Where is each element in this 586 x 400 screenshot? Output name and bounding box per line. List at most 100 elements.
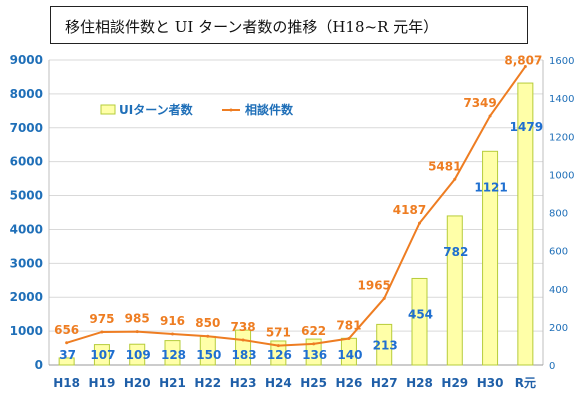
line-data-label: 7349 xyxy=(463,96,496,110)
left-tick-label: 3000 xyxy=(10,256,43,270)
x-tick-label: H25 xyxy=(300,376,327,390)
line-point xyxy=(453,177,457,181)
right-tick-label: 1200 xyxy=(549,132,574,143)
x-tick-label: H22 xyxy=(194,376,221,390)
right-tick-label: 600 xyxy=(549,247,568,258)
left-tick-label: 5000 xyxy=(10,189,43,203)
bar xyxy=(517,82,534,366)
data-labels: 656 975 985 916 850 738 571 622 781 1965 4187 5481 7… xyxy=(54,54,543,362)
right-tick-label: 800 xyxy=(549,209,568,220)
legend-bar-swatch xyxy=(100,104,116,115)
line-data-label: 571 xyxy=(266,326,291,340)
line-point xyxy=(65,341,69,345)
x-tick-label: H18 xyxy=(53,376,80,390)
left-tick-label: 2000 xyxy=(10,290,43,304)
bar-data-label: 150 xyxy=(196,348,221,362)
line-point xyxy=(241,338,245,342)
line-point xyxy=(347,337,351,341)
bar-data-label: 136 xyxy=(302,348,327,362)
x-tick-label: H24 xyxy=(265,376,292,390)
bar xyxy=(164,340,181,366)
right-tick-label: 1600 xyxy=(549,56,574,67)
x-axis-ticks: H18 H19 H20 H21 H22 H23 H24 H25 H26 H27 H28 H29 H30 R… xyxy=(53,376,536,390)
left-tick-label: 9000 xyxy=(10,53,43,67)
bar-data-label: 107 xyxy=(90,348,115,362)
line-data-label: 916 xyxy=(160,314,185,328)
line-point xyxy=(171,332,174,336)
x-tick-label: H21 xyxy=(159,376,186,390)
chart-title-box: 移住相談件数と UI ターン者数の推移（H18~R 元年） xyxy=(50,6,528,44)
bar xyxy=(411,277,428,366)
bar-data-label: 109 xyxy=(126,348,151,362)
bar xyxy=(446,215,463,366)
line-data-label: 850 xyxy=(195,316,220,330)
bar-data-label: 37 xyxy=(59,348,76,362)
bar xyxy=(270,340,287,366)
bar-data-label: 1479 xyxy=(510,120,543,134)
bar xyxy=(58,357,75,366)
line-data-label: 622 xyxy=(301,324,326,338)
line-point xyxy=(382,296,386,300)
line-data-label: 4187 xyxy=(393,203,426,217)
legend-line-label: 相談件数 xyxy=(245,102,294,117)
line-data-label: 781 xyxy=(336,319,361,333)
chart-title: 移住相談件数と UI ターン者数の推移（H18~R 元年） xyxy=(65,18,439,36)
bar xyxy=(482,150,499,366)
line-point xyxy=(523,65,527,69)
left-tick-label: 8000 xyxy=(10,87,43,101)
line-data-label: 975 xyxy=(89,312,114,326)
bar-data-label: 128 xyxy=(161,348,186,362)
line-point xyxy=(418,221,421,225)
bar-data-label: 782 xyxy=(443,245,468,259)
x-tick-label: H28 xyxy=(406,376,433,390)
right-tick-label: 200 xyxy=(549,323,568,334)
bar-data-label: 126 xyxy=(267,348,292,362)
left-tick-label: 6000 xyxy=(10,155,43,169)
x-tick-label: H23 xyxy=(230,376,257,390)
line-data-label: 738 xyxy=(231,320,256,334)
x-tick-label: H30 xyxy=(477,376,504,390)
legend: UIターン者数 相談件数 xyxy=(100,102,294,117)
bar xyxy=(376,323,393,366)
x-tick-label: H27 xyxy=(371,376,398,390)
legend-line-marker xyxy=(229,108,233,112)
line-data-label: 5481 xyxy=(428,159,461,173)
line-point xyxy=(276,344,280,348)
legend-bar-label: UIターン者数 xyxy=(119,102,194,117)
bar-data-label: 183 xyxy=(232,348,257,362)
line-data-label: 656 xyxy=(54,323,79,337)
line-data-label: 985 xyxy=(125,312,150,326)
right-tick-label: 400 xyxy=(549,285,568,296)
right-axis-ticks: 0 200 400 600 800 1000 1200 1400 1600 xyxy=(549,56,574,372)
line-point xyxy=(488,114,492,118)
x-tick-label: H20 xyxy=(124,376,151,390)
bar xyxy=(305,338,322,366)
series-line xyxy=(66,65,527,347)
line-point xyxy=(100,330,104,334)
bar xyxy=(129,343,146,366)
x-tick-label: H29 xyxy=(441,376,468,390)
left-tick-label: 1000 xyxy=(10,324,43,338)
left-tick-label: 0 xyxy=(35,358,43,372)
right-tick-label: 1400 xyxy=(549,94,574,105)
bar-series xyxy=(58,82,534,366)
x-tick-label: H26 xyxy=(336,376,363,390)
line-data-label: 8,807 xyxy=(504,54,542,68)
line-series xyxy=(65,65,527,348)
line-data-label: 1965 xyxy=(358,278,391,292)
bar xyxy=(93,344,110,366)
bar-data-label: 454 xyxy=(408,307,433,321)
bar-data-label: 213 xyxy=(373,338,398,352)
right-tick-label: 0 xyxy=(549,361,555,372)
left-tick-label: 7000 xyxy=(10,121,43,135)
x-tick-label: H19 xyxy=(89,376,116,390)
line-point xyxy=(135,330,139,334)
left-tick-label: 4000 xyxy=(10,222,43,236)
line-point xyxy=(206,334,210,338)
x-tick-label: R元 xyxy=(515,376,536,390)
right-tick-label: 1000 xyxy=(549,170,574,181)
left-axis-ticks: 0 1000 2000 3000 4000 5000 6000 7000 8000 9000 xyxy=(10,53,43,372)
bar-data-label: 140 xyxy=(337,348,362,362)
line-point xyxy=(312,342,316,346)
